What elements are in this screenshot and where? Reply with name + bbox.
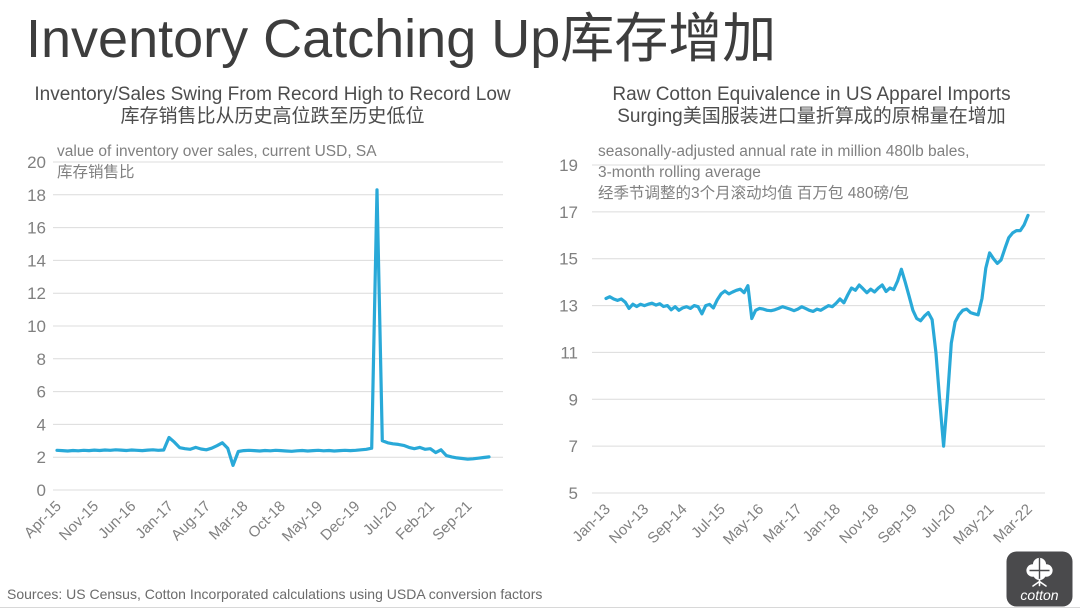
x-axis-tick-label: Mar-22: [990, 501, 1036, 547]
right-note-line-1: seasonally-adjusted annual rate in milli…: [598, 143, 970, 160]
x-axis-tick-label: May-19: [279, 498, 326, 545]
right-chart-title-zh: Surging美国服装进口量折算成的原棉量在增加: [617, 106, 1006, 127]
x-axis-tick-label: Sep-19: [875, 501, 921, 547]
series-line: [55, 188, 491, 467]
right-chart-axis-note: seasonally-adjusted annual rate in milli…: [598, 141, 969, 204]
x-axis-tick-label: Jun-16: [95, 498, 139, 542]
x-axis-tick-label: Dec-19: [317, 498, 363, 544]
y-axis-tick-label: 14: [27, 251, 46, 270]
page-title: Inventory Catching Up库存增加: [26, 9, 777, 69]
series-line: [604, 213, 1030, 448]
left-chart-svg: 02468101214161820Apr-15Nov-15Jun-16Jan-1…: [21, 153, 503, 545]
x-axis-tick-label: Jan-18: [800, 501, 844, 545]
raw-cotton-equivalence-chart: 5 7 9 11 13 15 17 19 Jan-13 Nov-13 Sep-14 Jul-15 May…: [540, 135, 1080, 565]
right-chart-title-en: Raw Cotton Equivalence in US Apparel Imp…: [612, 84, 1011, 105]
y-axis-tick-label: 10: [27, 317, 46, 336]
x-axis-tick-label: Sep-21: [429, 498, 475, 544]
y-axis-tick-label: 15: [559, 250, 578, 269]
y-axis-tick-label: 20: [27, 153, 46, 172]
x-axis-tick-label: Mar-17: [760, 501, 806, 547]
right-note-line-2: 3-month rolling average: [598, 164, 761, 181]
left-note-line-1: value of inventory over sales, current U…: [57, 143, 377, 160]
y-axis-tick-label: 17: [559, 203, 578, 222]
y-axis-tick-label: 13: [559, 297, 578, 316]
y-axis-tick-label: 2: [37, 448, 46, 467]
cotton-incorporated-logo: cotton: [1006, 551, 1073, 607]
left-chart-title: Inventory/Sales Swing From Record High t…: [0, 84, 545, 128]
right-chart-svg: 5791113151719Jan-13Nov-13Sep-14Jul-15May…: [559, 156, 1045, 548]
x-axis-tick-label: Feb-21: [393, 498, 439, 544]
x-axis-tick-label: May-16: [720, 501, 767, 548]
cotton-logo-graphic: cotton: [1006, 551, 1073, 607]
x-axis-tick-label: Aug-17: [168, 498, 214, 544]
x-axis-tick-label: May-21: [950, 501, 997, 548]
x-axis-tick-label: Jan-13: [569, 501, 613, 545]
left-note-line-2: 库存销售比: [57, 164, 135, 181]
x-axis-tick-label: Mar-18: [206, 498, 252, 544]
left-chart-title-zh: 库存销售比从历史高位跌至历史低位: [120, 106, 425, 127]
x-axis-tick-label: Sep-14: [644, 501, 690, 547]
y-axis-tick-label: 16: [27, 219, 46, 238]
y-axis-tick-label: 8: [37, 350, 46, 369]
y-axis-tick-label: 9: [569, 390, 578, 409]
left-chart-title-en: Inventory/Sales Swing From Record High t…: [34, 84, 511, 105]
logo-wordmark: cotton: [1020, 587, 1058, 603]
x-axis-tick-label: Nov-18: [836, 501, 882, 547]
y-axis-tick-label: 4: [37, 415, 46, 434]
y-axis-tick-label: 12: [27, 284, 46, 303]
left-chart-axis-note: value of inventory over sales, current U…: [57, 141, 377, 183]
cotton-boll-icon: [1026, 557, 1053, 587]
x-axis-tick-label: Nov-15: [56, 498, 102, 544]
sources-text: Sources: US Census, Cotton Incorporated …: [7, 586, 543, 602]
y-axis-tick-label: 18: [27, 186, 46, 205]
right-note-line-3: 经季节调整的3个月滚动均值 百万包 480磅/包: [598, 185, 909, 202]
y-axis-tick-label: 6: [37, 383, 46, 402]
x-axis-tick-label: Nov-13: [606, 501, 652, 547]
inventory-sales-ratio-chart: 0 2 4 6 8 10 12 14 16 18 20 Apr-15 Nov-15 Jun-16 Jan-1…: [0, 135, 540, 565]
right-chart-title: Raw Cotton Equivalence in US Apparel Imp…: [543, 84, 1080, 128]
y-axis-tick-label: 11: [560, 343, 578, 362]
y-axis-tick-label: 19: [559, 156, 578, 175]
y-axis-tick-label: 7: [569, 437, 578, 456]
y-axis-tick-label: 5: [569, 484, 578, 503]
y-axis-tick-label: 0: [37, 481, 46, 500]
